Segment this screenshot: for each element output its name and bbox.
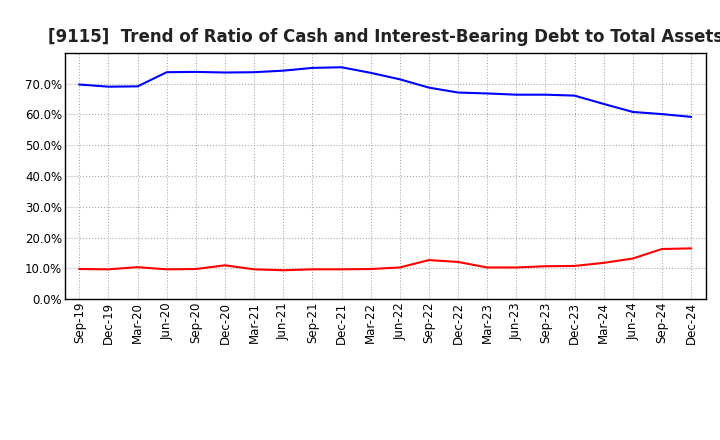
- Cash: [250, 267, 258, 272]
- Cash: [599, 260, 608, 265]
- Interest-Bearing Debt: [629, 109, 637, 114]
- Cash: [220, 263, 229, 268]
- Interest-Bearing Debt: [220, 70, 229, 75]
- Interest-Bearing Debt: [395, 77, 404, 82]
- Cash: [570, 263, 579, 268]
- Cash: [308, 267, 317, 272]
- Cash: [395, 265, 404, 270]
- Interest-Bearing Debt: [454, 90, 462, 95]
- Interest-Bearing Debt: [163, 70, 171, 75]
- Line: Cash: Cash: [79, 248, 691, 270]
- Line: Interest-Bearing Debt: Interest-Bearing Debt: [79, 67, 691, 117]
- Legend: Cash, Interest-Bearing Debt: Cash, Interest-Bearing Debt: [238, 434, 532, 440]
- Cash: [279, 268, 287, 273]
- Interest-Bearing Debt: [512, 92, 521, 97]
- Cash: [425, 257, 433, 263]
- Interest-Bearing Debt: [133, 84, 142, 89]
- Interest-Bearing Debt: [250, 70, 258, 75]
- Interest-Bearing Debt: [599, 101, 608, 106]
- Interest-Bearing Debt: [75, 82, 84, 87]
- Interest-Bearing Debt: [657, 111, 666, 117]
- Interest-Bearing Debt: [366, 70, 375, 76]
- Interest-Bearing Debt: [104, 84, 113, 89]
- Interest-Bearing Debt: [425, 85, 433, 90]
- Interest-Bearing Debt: [570, 93, 579, 98]
- Interest-Bearing Debt: [337, 65, 346, 70]
- Cash: [337, 267, 346, 272]
- Cash: [454, 259, 462, 264]
- Cash: [629, 256, 637, 261]
- Interest-Bearing Debt: [279, 68, 287, 73]
- Cash: [541, 264, 550, 269]
- Cash: [512, 265, 521, 270]
- Cash: [75, 266, 84, 271]
- Interest-Bearing Debt: [192, 69, 200, 74]
- Cash: [192, 266, 200, 271]
- Cash: [104, 267, 113, 272]
- Interest-Bearing Debt: [483, 91, 492, 96]
- Title: [9115]  Trend of Ratio of Cash and Interest-Bearing Debt to Total Assets: [9115] Trend of Ratio of Cash and Intere…: [48, 28, 720, 46]
- Cash: [483, 265, 492, 270]
- Interest-Bearing Debt: [687, 114, 696, 120]
- Interest-Bearing Debt: [308, 65, 317, 70]
- Cash: [133, 264, 142, 270]
- Cash: [657, 246, 666, 252]
- Cash: [163, 267, 171, 272]
- Interest-Bearing Debt: [541, 92, 550, 97]
- Cash: [366, 266, 375, 271]
- Cash: [687, 246, 696, 251]
